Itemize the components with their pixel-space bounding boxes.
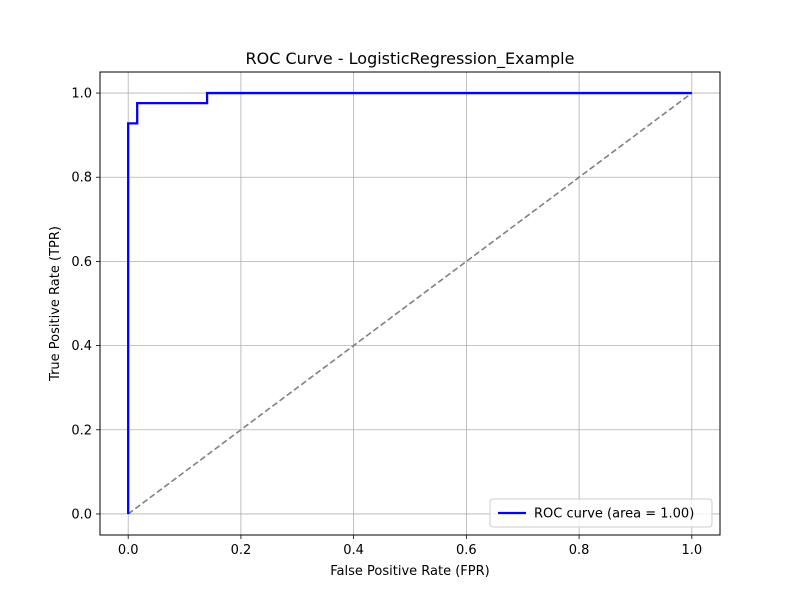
x-tick-label: 0.8 [569,543,590,558]
plot-frame [99,71,721,536]
x-axis-label: False Positive Rate (FPR) [330,564,489,579]
chance-diagonal-line [127,92,693,515]
x-tick-label: 0.6 [456,543,477,558]
y-tick-label: 1.0 [71,87,92,102]
x-tick-label: 0.4 [343,543,364,558]
tick-layer: 0.0 0.2 0.4 0.6 0.8 1.0 0.0 0.2 0.4 0.6 0.8 1.0 [71,87,702,558]
grid-layer [100,72,720,535]
y-tick-label: 0.2 [71,423,92,438]
legend: ROC curve (area = 1.00) [489,498,713,528]
series-layer [127,91,693,515]
y-tick-label: 0.4 [71,339,92,354]
x-tick-label: 0.2 [231,543,252,558]
y-tick-label: 0.8 [71,171,92,186]
y-tick-label: 0.6 [71,255,92,270]
chart-title: ROC Curve - LogisticRegression_Example [246,49,575,69]
roc-curve-line [127,91,692,514]
legend-label: ROC curve (area = 1.00) [534,507,694,522]
x-tick-label: 0.0 [118,543,139,558]
y-tick-label: 0.0 [71,507,92,522]
legend-box [489,498,713,528]
y-axis-label: True Positive Rate (TPR) [48,226,63,382]
x-tick-label: 1.0 [681,543,702,558]
